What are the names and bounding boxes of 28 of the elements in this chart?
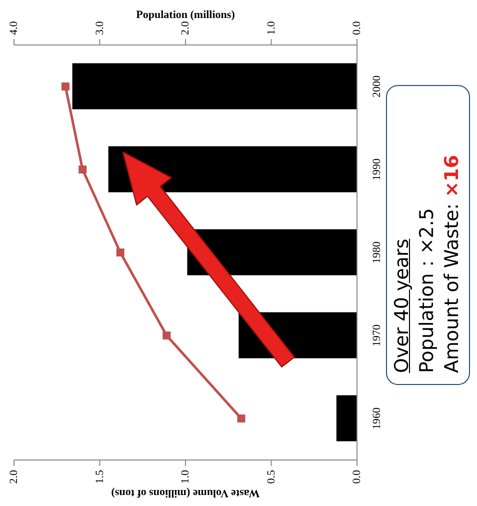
x2-tick-label: 2.0 (180, 20, 192, 35)
y-tick-label: 1990 (371, 158, 383, 180)
text: Amount of Waste: ×16 (440, 153, 464, 372)
bar (72, 63, 357, 110)
x-axis-title: Waste Volume (millions of tons) (110, 487, 260, 499)
x2-tick-label: 3.0 (94, 20, 106, 35)
point (116, 248, 124, 256)
x2-tick-label: 4.0 (8, 20, 20, 35)
bar (336, 395, 357, 442)
x-tick-label: 2.0 (8, 470, 20, 484)
x-tick-label: 1.5 (94, 470, 106, 484)
point (162, 332, 171, 340)
bar (108, 146, 357, 192)
y-tick-label: 1980 (371, 241, 383, 264)
point (237, 414, 246, 422)
point (61, 82, 70, 90)
text: Population：×2.5 (414, 206, 438, 372)
point (78, 166, 87, 174)
text: Over 40 years (390, 237, 414, 372)
y-tick-label: 1970 (371, 324, 383, 346)
x2-tick-label: 0.0 (351, 20, 363, 35)
y-tick-label: 1960 (371, 407, 383, 430)
x2-axis-title: Population (millions) (136, 9, 236, 21)
x-tick-label: 0.0 (351, 470, 363, 484)
y-tick-label: 2000 (371, 75, 383, 98)
x2-tick-label: 1.0 (265, 20, 278, 35)
x-tick-label: 1.0 (180, 470, 192, 484)
x-tick-label: 0.5 (265, 470, 278, 484)
